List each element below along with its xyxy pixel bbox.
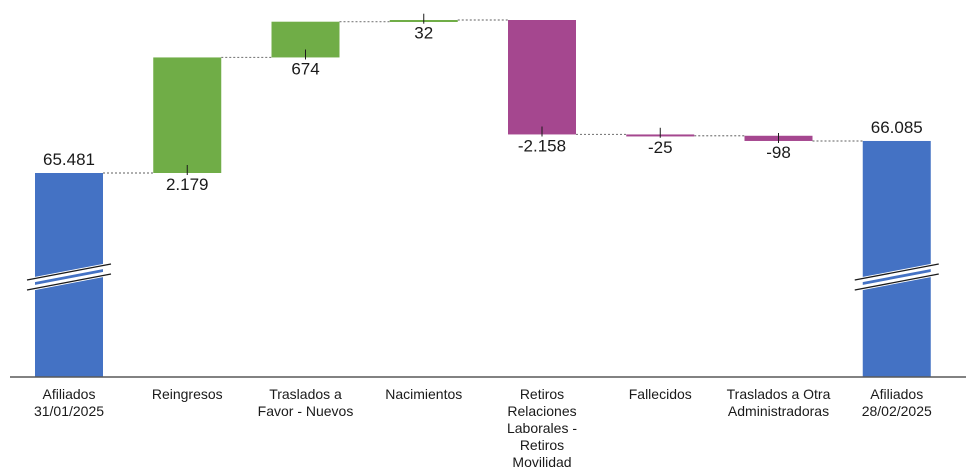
data-label: 66.085 bbox=[871, 118, 923, 137]
axis-break-line bbox=[26, 273, 112, 291]
category-label: Afiliados 28/02/2025 bbox=[862, 386, 932, 419]
category-label: Retiros Relaciones Laborales -Retiros Movil… bbox=[507, 386, 577, 470]
data-label: 2.179 bbox=[166, 175, 209, 194]
axis-break-line bbox=[26, 263, 112, 281]
data-label: 65.481 bbox=[43, 150, 95, 169]
category-label: Traslados a Otra Administradoras bbox=[727, 386, 831, 419]
category-label: Fallecidos bbox=[629, 386, 692, 402]
axis-break-gap bbox=[854, 270, 940, 292]
category-label: Reingresos bbox=[152, 386, 223, 402]
axis-break-gap bbox=[26, 270, 112, 292]
axis-break-gap bbox=[26, 262, 112, 284]
data-label: -98 bbox=[766, 143, 791, 162]
data-label: -25 bbox=[648, 138, 673, 157]
axis-break-line bbox=[854, 263, 939, 281]
bar-4 bbox=[508, 20, 576, 135]
bar-1 bbox=[153, 57, 222, 173]
data-label: -2.158 bbox=[518, 136, 566, 155]
data-label: 674 bbox=[291, 59, 319, 78]
category-label: Nacimientos bbox=[385, 386, 462, 402]
axis-break-gap bbox=[854, 262, 940, 284]
category-label: Traslados a Favor - Nuevos bbox=[258, 386, 354, 419]
category-label: Afiliados 31/01/2025 bbox=[34, 386, 104, 419]
data-label: 32 bbox=[414, 24, 433, 43]
axis-break-line bbox=[854, 273, 939, 291]
bar-7 bbox=[862, 140, 931, 377]
